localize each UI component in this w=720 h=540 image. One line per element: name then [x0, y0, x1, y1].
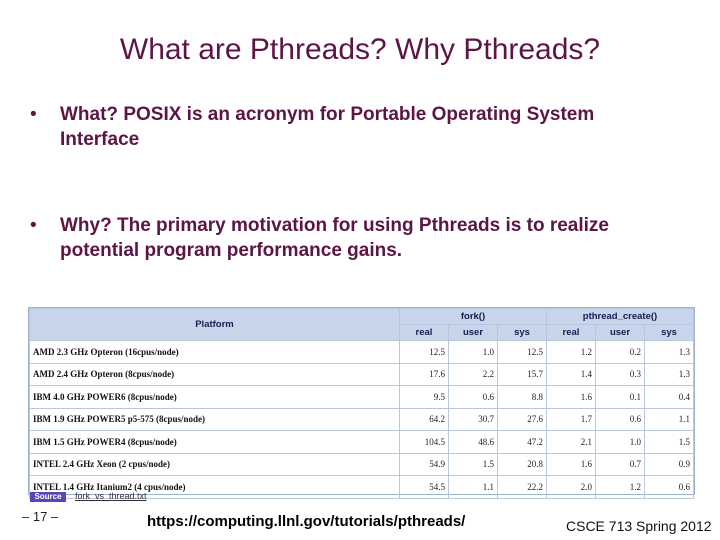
bullet-text: What? POSIX is an acronym for Portable O… — [60, 104, 595, 150]
value-cell: 1.3 — [644, 340, 694, 364]
value-cell: 1.2 — [546, 340, 596, 364]
table-row: IBM 1.5 GHz POWER4 (8cpus/node) 104.5 48… — [29, 430, 694, 454]
value-cell: 48.6 — [448, 430, 498, 454]
slide-title: What are Pthreads? Why Pthreads? — [119, 33, 601, 66]
value-cell: 1.7 — [546, 407, 596, 431]
platform-cell: INTEL 2.4 GHz Xeon (2 cpus/node) — [29, 452, 400, 476]
column-header: real — [546, 324, 596, 341]
value-cell: 20.8 — [497, 452, 547, 476]
platform-cell: IBM 1.5 GHz POWER4 (8cpus/node) — [29, 430, 400, 454]
value-cell: 54.9 — [399, 452, 449, 476]
value-cell: 1.1 — [644, 407, 694, 431]
value-cell: 1.6 — [546, 385, 596, 409]
bullet-marker: • — [30, 215, 37, 236]
table-group-header-row: Platform fork() pthread_create() — [29, 308, 694, 341]
table-row: INTEL 1.4 GHz Itanium2 (4 cpus/node) 54.… — [29, 475, 694, 499]
value-cell: 0.6 — [644, 475, 694, 499]
value-cell: 0.3 — [595, 362, 645, 386]
fork-group-header: fork() — [399, 308, 547, 325]
value-cell: 0.2 — [595, 340, 645, 364]
value-cell: 0.7 — [595, 452, 645, 476]
platform-cell: IBM 4.0 GHz POWER6 (8cpus/node) — [29, 385, 400, 409]
bullet-marker: • — [30, 104, 37, 125]
pthread-create-group-header: pthread_create() — [546, 308, 694, 325]
value-cell: 17.6 — [399, 362, 449, 386]
value-cell: 1.3 — [644, 362, 694, 386]
value-cell: 1.5 — [644, 430, 694, 454]
value-cell: 0.9 — [644, 452, 694, 476]
benchmark-table-container: Platform fork() pthread_create() real us… — [28, 307, 695, 499]
platform-cell: IBM 1.9 GHz POWER5 p5-575 (8cpus/node) — [29, 407, 400, 431]
table-row: AMD 2.4 GHz Opteron (8cpus/node) 17.6 2.… — [29, 362, 694, 386]
bullet-text: Why? The primary motivation for using Pt… — [60, 215, 609, 261]
value-cell: 27.6 — [497, 407, 547, 431]
value-cell: 2.0 — [546, 475, 596, 499]
column-header: sys — [644, 324, 694, 341]
platform-header: Platform — [29, 308, 400, 341]
table-row: IBM 1.9 GHz POWER5 p5-575 (8cpus/node) 6… — [29, 407, 694, 431]
value-cell: 0.4 — [644, 385, 694, 409]
value-cell: 54.5 — [399, 475, 449, 499]
value-cell: 8.8 — [497, 385, 547, 409]
bullet-why: • Why? The primary motivation for using … — [30, 213, 670, 265]
value-cell: 15.7 — [497, 362, 547, 386]
value-cell: 1.2 — [595, 475, 645, 499]
table-sub-header-row: real user sys real user sys — [30, 324, 694, 341]
platform-cell: AMD 2.3 GHz Opteron (16cpus/node) — [29, 340, 400, 364]
source-link[interactable]: fork_vs_thread.txt — [75, 491, 147, 501]
value-cell: 30.7 — [448, 407, 498, 431]
value-cell: 0.1 — [595, 385, 645, 409]
value-cell: 2.1 — [546, 430, 596, 454]
column-header: user — [595, 324, 645, 341]
value-cell: 2.2 — [448, 362, 498, 386]
page-number: – 17 – — [22, 509, 59, 524]
course-label: CSCE 713 Spring 2012 — [566, 518, 712, 534]
value-cell: 104.5 — [399, 430, 449, 454]
column-header: real — [399, 324, 449, 341]
value-cell: 1.0 — [448, 340, 498, 364]
tutorial-url[interactable]: https://computing.llnl.gov/tutorials/pth… — [147, 513, 466, 530]
value-cell: 22.2 — [497, 475, 547, 499]
source-badge: Source — [30, 492, 66, 502]
column-header: user — [448, 324, 498, 341]
value-cell: 1.6 — [546, 452, 596, 476]
bullet-what: • What? POSIX is an acronym for Portable… — [30, 102, 670, 154]
value-cell: 47.2 — [497, 430, 547, 454]
table-row: INTEL 2.4 GHz Xeon (2 cpus/node) 54.9 1.… — [29, 452, 694, 476]
platform-cell: AMD 2.4 GHz Opteron (8cpus/node) — [29, 362, 400, 386]
benchmark-table: Platform fork() pthread_create() real us… — [29, 308, 694, 499]
value-cell: 0.6 — [448, 385, 498, 409]
value-cell: 0.6 — [595, 407, 645, 431]
value-cell: 1.5 — [448, 452, 498, 476]
value-cell: 12.5 — [399, 340, 449, 364]
value-cell: 1.4 — [546, 362, 596, 386]
value-cell: 9.5 — [399, 385, 449, 409]
table-row: IBM 4.0 GHz POWER6 (8cpus/node) 9.5 0.6 … — [29, 385, 694, 409]
value-cell: 12.5 — [497, 340, 547, 364]
value-cell: 1.0 — [595, 430, 645, 454]
value-cell: 1.1 — [448, 475, 498, 499]
column-header: sys — [497, 324, 547, 341]
table-row: AMD 2.3 GHz Opteron (16cpus/node) 12.5 1… — [29, 340, 694, 364]
value-cell: 64.2 — [399, 407, 449, 431]
